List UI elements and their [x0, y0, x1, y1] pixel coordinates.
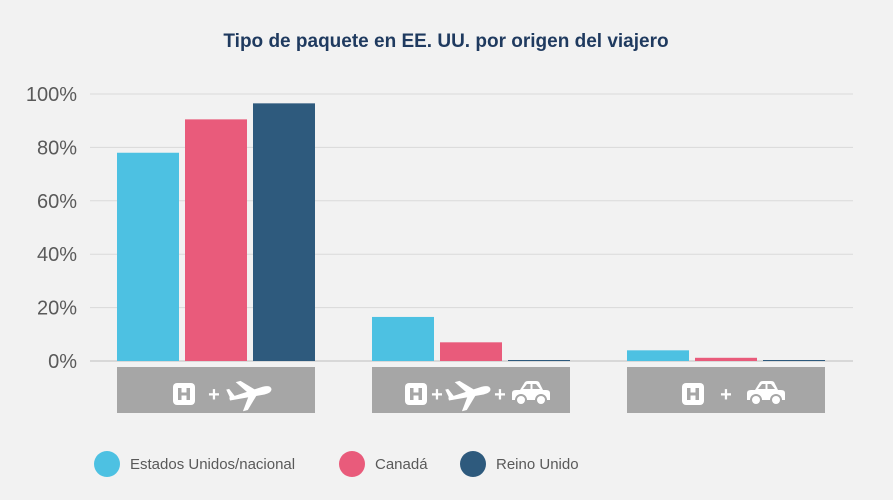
legend-swatch: [339, 451, 365, 477]
y-tick-label: 80%: [37, 137, 77, 159]
category-plus-text: +: [208, 384, 220, 406]
category-labels: + + + +: [117, 367, 825, 413]
bar: [627, 350, 689, 361]
hotel-icon: [173, 383, 195, 405]
legend-swatch: [94, 451, 120, 477]
category-plus-text: +: [494, 384, 506, 406]
bar: [185, 119, 247, 362]
category-box: [117, 367, 315, 413]
y-tick-label: 100%: [26, 84, 77, 106]
legend-item: Reino Unido: [460, 451, 579, 477]
bar: [508, 360, 570, 361]
category-box: [627, 367, 825, 413]
bar: [440, 342, 502, 361]
hotel-icon: [682, 383, 704, 405]
legend-item: Canadá: [339, 451, 428, 477]
category-plus-text: +: [431, 384, 443, 406]
car-icon: [747, 381, 785, 406]
car-icon: [512, 381, 550, 406]
y-tick-label: 60%: [37, 191, 77, 213]
bar: [695, 357, 757, 361]
bars: [117, 103, 825, 362]
y-tick-label: 40%: [37, 244, 77, 266]
bar: [117, 152, 179, 361]
hotel-icon: [405, 383, 427, 405]
category-plus-text: +: [720, 384, 732, 406]
category-label: + +: [372, 367, 570, 413]
legend-swatch: [460, 451, 486, 477]
category-label: +: [117, 367, 315, 413]
category-label: +: [627, 367, 825, 413]
chart-title: Tipo de paquete en EE. UU. por origen de…: [223, 31, 668, 52]
legend-label: Canadá: [375, 456, 428, 473]
y-tick-label: 20%: [37, 298, 77, 320]
bar: [372, 316, 434, 361]
legend-item: Estados Unidos/nacional: [94, 451, 295, 477]
plane-icon: [226, 380, 272, 412]
legend: Estados Unidos/nacional Canadá Reino Unido: [94, 451, 579, 477]
bar: [253, 103, 315, 361]
plane-icon: [445, 380, 491, 412]
y-tick-label: 0%: [48, 351, 77, 373]
bar: [763, 360, 825, 361]
legend-label: Estados Unidos/nacional: [130, 456, 295, 473]
legend-label: Reino Unido: [496, 456, 579, 473]
y-axis-ticks: 0% 20% 40% 60% 80% 100%: [26, 84, 77, 373]
